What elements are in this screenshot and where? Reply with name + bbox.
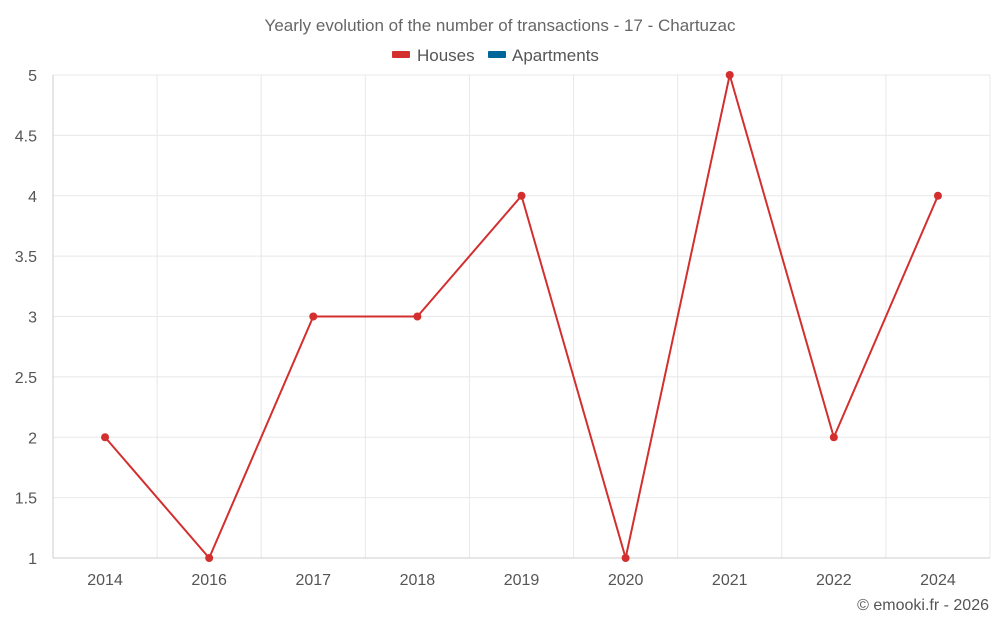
- y-tick-label: 4.5: [15, 128, 37, 145]
- y-tick-label: 2: [28, 430, 37, 447]
- data-point-houses-2021[interactable]: [725, 71, 734, 79]
- credit-text: © emooki.fr - 2026: [857, 597, 989, 614]
- x-tick-label: 2016: [191, 572, 227, 589]
- legend: Houses Apartments: [392, 46, 599, 65]
- y-axis-ticks: 1 1.5 2 2.5 3 3.5 4 4.5 5: [15, 68, 37, 568]
- legend-swatch-apartments: [488, 51, 506, 58]
- x-tick-label: 2019: [504, 572, 540, 589]
- x-axis-ticks: 2014 2016 2017 2018 2019 2020 2021 2022 2024: [87, 572, 956, 589]
- x-tick-label: 2022: [816, 572, 852, 589]
- x-tick-label: 2018: [400, 572, 436, 589]
- data-point-houses-2014[interactable]: [101, 433, 110, 442]
- y-tick-label: 2.5: [15, 370, 37, 387]
- data-point-houses-2018[interactable]: [413, 312, 422, 321]
- data-point-houses-2017[interactable]: [309, 312, 318, 321]
- y-tick-label: 1: [28, 551, 37, 568]
- y-tick-label: 5: [28, 68, 37, 85]
- grid: [53, 74, 991, 558]
- x-tick-label: 2014: [87, 572, 123, 589]
- y-tick-label: 3: [28, 310, 37, 327]
- data-point-houses-2022[interactable]: [829, 433, 838, 442]
- x-tick-label: 2024: [920, 572, 956, 589]
- x-tick-label: 2021: [712, 572, 748, 589]
- legend-item-houses[interactable]: Houses: [392, 46, 475, 65]
- series: [101, 71, 942, 562]
- legend-label-houses: Houses: [417, 46, 475, 65]
- x-tick-label: 2017: [295, 572, 331, 589]
- legend-label-apartments: Apartments: [512, 46, 599, 65]
- x-tick-label: 2020: [608, 572, 644, 589]
- data-point-houses-2020[interactable]: [621, 554, 630, 562]
- y-tick-label: 1.5: [15, 491, 37, 508]
- data-point-houses-2019[interactable]: [517, 191, 526, 200]
- legend-item-apartments[interactable]: Apartments: [488, 46, 599, 65]
- data-point-houses-2024[interactable]: [933, 191, 942, 200]
- y-tick-label: 3.5: [15, 249, 37, 266]
- legend-swatch-houses: [392, 51, 410, 58]
- y-tick-label: 4: [28, 189, 37, 206]
- data-point-houses-2016[interactable]: [205, 554, 214, 562]
- chart-title: Yearly evolution of the number of transa…: [265, 16, 736, 35]
